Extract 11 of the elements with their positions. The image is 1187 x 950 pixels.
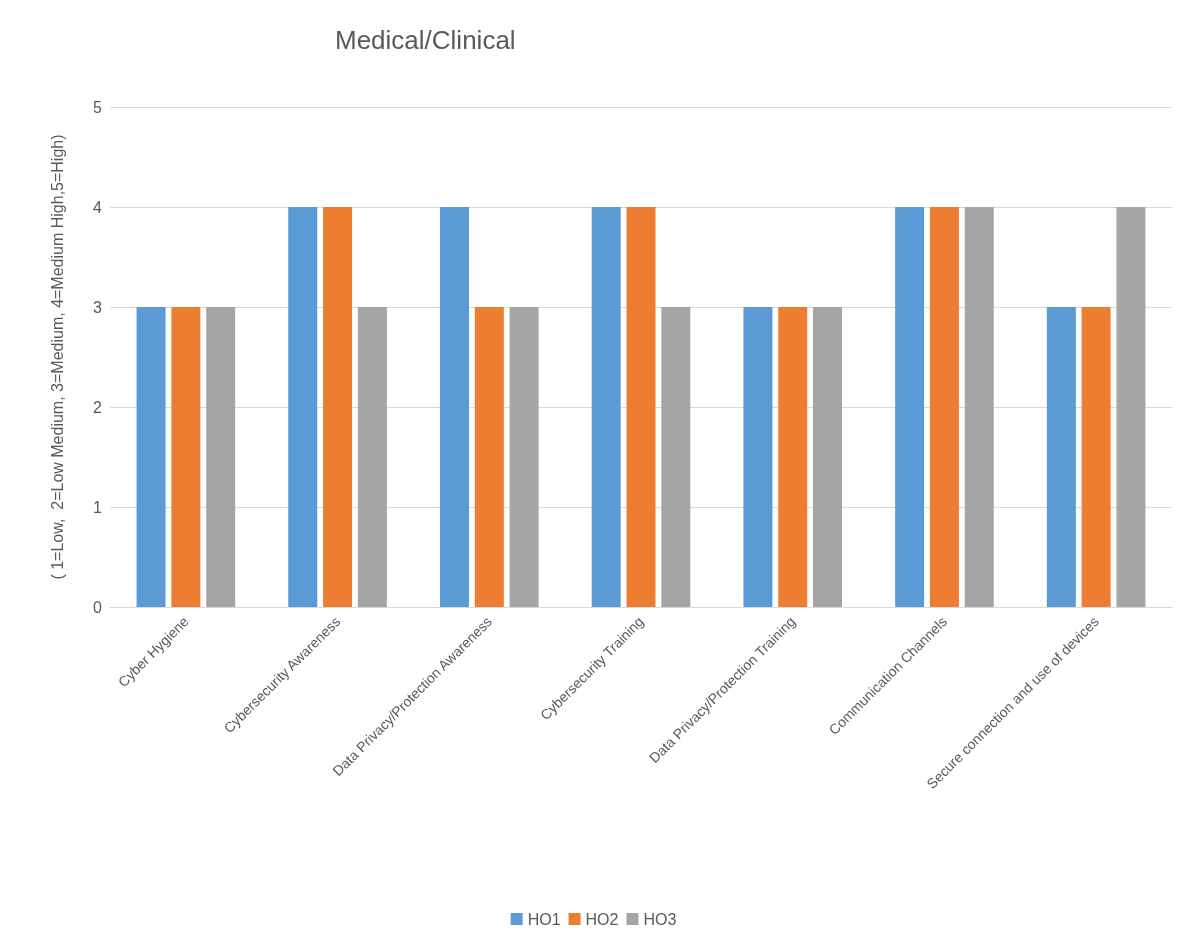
y-tick-label: 3 [93, 298, 103, 316]
y-tick-label: 0 [93, 598, 103, 616]
y-tick-label: 2 [93, 398, 103, 416]
legend-label: HO1 [527, 910, 561, 928]
y-tick-label: 4 [93, 198, 103, 216]
legend-label: HO2 [585, 910, 619, 928]
chart-title: Medical/Clinical [335, 25, 516, 55]
y-tick-label: 1 [93, 498, 103, 516]
y-tick-label: 5 [93, 98, 103, 116]
legend-label: HO3 [643, 910, 677, 928]
y-axis-title: ( 1=Low, 2=Low Medium, 3=Medium, 4=Medium High,5=High) [48, 134, 66, 580]
